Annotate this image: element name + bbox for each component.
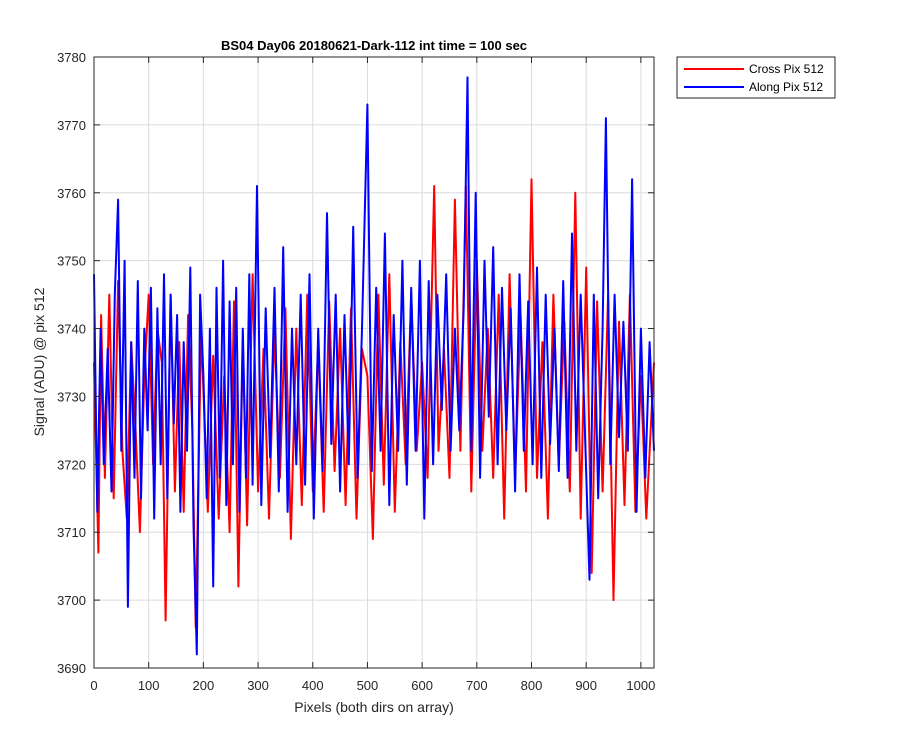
- y-tick-label: 3730: [57, 389, 86, 404]
- series-line-along-pix: [93, 76, 655, 656]
- y-axis-label: Signal (ADU) @ pix 512: [31, 287, 47, 436]
- y-tick-label: 3750: [57, 254, 86, 269]
- x-tick-label: 1000: [626, 678, 655, 693]
- legend-label-along-pix: Along Pix 512: [749, 80, 823, 94]
- y-tick-label: 3770: [57, 118, 86, 133]
- legend-label-cross-pix: Cross Pix 512: [749, 62, 824, 76]
- ticks: [93, 56, 654, 669]
- x-axis-label: Pixels (both dirs on array): [294, 699, 454, 715]
- y-tick-label: 3780: [57, 50, 86, 65]
- x-tick-label: 300: [247, 678, 269, 693]
- y-tick-label: 3710: [57, 525, 86, 540]
- x-tick-label: 900: [575, 678, 597, 693]
- x-tick-label: 800: [521, 678, 543, 693]
- y-tick-label: 3700: [57, 593, 86, 608]
- y-tick-label: 3690: [57, 661, 86, 676]
- x-tick-label: 0: [90, 678, 97, 693]
- x-tick-label: 200: [193, 678, 215, 693]
- x-tick-label: 700: [466, 678, 488, 693]
- series-layer: [93, 76, 655, 656]
- y-tick-label: 3720: [57, 457, 86, 472]
- legend: Cross Pix 512 Along Pix 512: [676, 56, 836, 99]
- x-tick-label: 600: [411, 678, 433, 693]
- plot-frame: [93, 56, 655, 669]
- chart-title: BS04 Day06 20180621-Dark-112 int time = …: [221, 38, 527, 53]
- x-tick-label: 100: [138, 678, 160, 693]
- y-tick-label: 3760: [57, 186, 86, 201]
- legend-box: [676, 56, 836, 99]
- tick-labels: 0 100 200 300 400 500 600 700 800 900 1000 3690 3700…: [57, 50, 655, 693]
- x-tick-label: 400: [302, 678, 324, 693]
- x-tick-label: 500: [357, 678, 379, 693]
- y-tick-label: 3740: [57, 322, 86, 337]
